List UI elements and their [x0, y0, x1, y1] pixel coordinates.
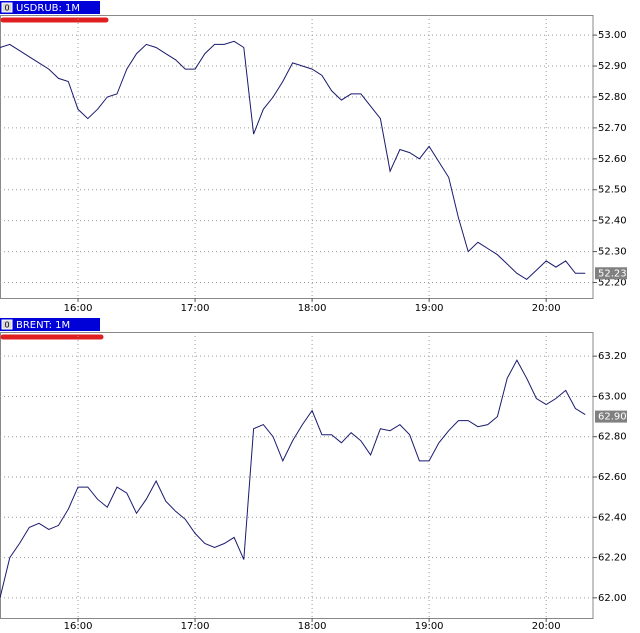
- x-tick-label: 20:00: [532, 303, 561, 314]
- x-tick-label: 19:00: [415, 621, 444, 632]
- x-tick-label: 17:00: [181, 303, 210, 314]
- y-tick-label: 62.00: [598, 593, 627, 604]
- x-tick-label: 16:00: [64, 303, 93, 314]
- y-tick-label: 52.70: [598, 123, 627, 134]
- y-tick-label: 63.20: [598, 351, 627, 362]
- price-line: [0, 40, 586, 281]
- y-tick-label: 52.30: [598, 247, 627, 258]
- panel-id: 0: [4, 321, 9, 330]
- title-tab: [0, 318, 100, 331]
- y-tick-label: 62.80: [598, 432, 627, 443]
- y-tick-label: 52.50: [598, 185, 627, 196]
- y-tick-label: 62.60: [598, 472, 627, 483]
- x-tick-label: 16:00: [64, 621, 93, 632]
- y-tick-label: 52.60: [598, 154, 627, 165]
- panel-id-box: [1, 2, 13, 13]
- last-price-label: 62.90: [598, 412, 627, 423]
- y-tick-label: 52.80: [598, 92, 627, 103]
- last-price-label: 52.23: [598, 268, 627, 279]
- y-tick-label: 63.00: [598, 391, 627, 402]
- x-tick-label: 18:00: [298, 621, 327, 632]
- y-tick-label: 52.90: [598, 61, 627, 72]
- last-price-box: [595, 267, 627, 280]
- chart-title: BRENT: 1M: [16, 320, 70, 331]
- chart-title: USDRUB: 1M: [16, 3, 80, 14]
- plot-frame: [0, 15, 594, 299]
- x-tick-label: 17:00: [181, 621, 210, 632]
- y-tick-label: 53.00: [598, 30, 627, 41]
- y-tick-label: 62.20: [598, 553, 627, 564]
- y-tick-label: 62.40: [598, 512, 627, 523]
- y-tick-label: 52.40: [598, 216, 627, 227]
- x-tick-label: 19:00: [415, 303, 444, 314]
- plot-frame: [0, 332, 594, 619]
- title-tab: [0, 1, 100, 14]
- y-tick-label: 52.20: [598, 278, 627, 289]
- x-tick-label: 18:00: [298, 303, 327, 314]
- last-price-box: [595, 410, 627, 423]
- panel-id: 0: [4, 4, 9, 13]
- panel-id-box: [1, 319, 13, 330]
- x-tick-label: 20:00: [532, 621, 561, 632]
- price-line: [0, 359, 586, 599]
